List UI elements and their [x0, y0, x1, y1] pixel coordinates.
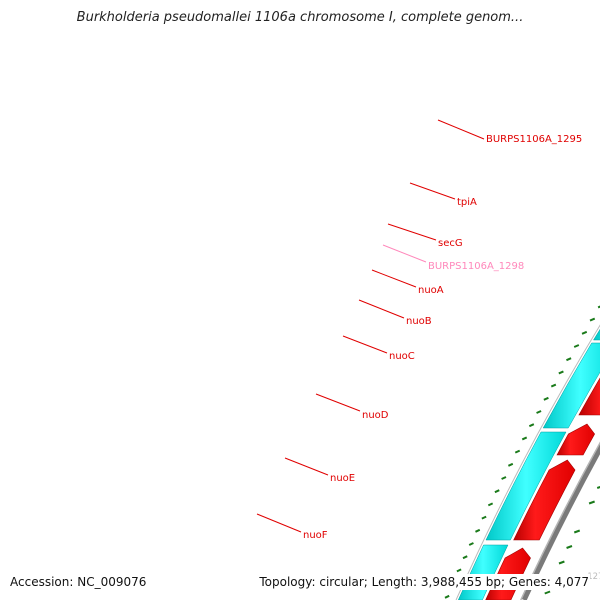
minor-tick: [566, 545, 573, 549]
gene-label-nuoa: nuoA: [418, 285, 444, 296]
inner-tick: [456, 568, 462, 573]
minor-tick: [573, 529, 581, 534]
gene-label-nuof: nuoF: [303, 530, 328, 541]
inner-tick: [528, 423, 535, 428]
inner-tick: [573, 344, 580, 348]
inner-tick: [468, 542, 474, 546]
gene-label-nuoc: nuoC: [389, 351, 415, 362]
gene-labels: BURPS1106A_1295 tpiA secG BURPS1106A_1298nu…: [256, 119, 582, 541]
minor-tick: [596, 485, 600, 489]
backbone: [520, 441, 600, 600]
gene-label-burps1106a_1298: BURPS1106A_1298: [428, 261, 524, 272]
reverse-gene-band: [485, 431, 567, 541]
inner-tick: [589, 317, 596, 322]
minor-tick: [544, 590, 551, 595]
inner-tick: [550, 383, 557, 388]
gene-label-secg: secG: [438, 238, 463, 249]
inner-tick: [475, 528, 481, 533]
leader-line: [437, 119, 485, 140]
gene-label-nuob: nuoB: [406, 316, 432, 327]
gene-label-tpia: tpiA: [457, 197, 477, 208]
minor-tick: [558, 560, 565, 565]
inner-strand-line: [455, 324, 600, 600]
inner-tick: [536, 410, 542, 414]
gene-features: [444, 305, 600, 600]
leader-line: [256, 513, 302, 533]
inner-tick: [566, 357, 572, 362]
forward-gene-arrow: [513, 459, 576, 541]
minor-tick: [588, 500, 595, 505]
inner-tick: [501, 476, 507, 480]
gene-label-burps1106a_1295: BURPS1106A_1295: [486, 134, 582, 145]
inner-tick: [558, 370, 564, 375]
gene-label-nuoe: nuoE: [330, 473, 355, 484]
inner-tick: [581, 330, 588, 335]
inner-tick: [481, 515, 487, 520]
backbone-outer-line: [521, 444, 600, 600]
topology-text: Topology: circular; Length: 3,988,455 bp…: [258, 574, 590, 590]
inner-tick: [543, 396, 549, 401]
forward-gene-arrow: [578, 377, 600, 416]
inner-tick: [514, 449, 521, 454]
gene-label-nuod: nuoD: [362, 410, 389, 421]
backbone-shadow-line: [520, 441, 600, 600]
accession-text: Accession: NC_009076: [9, 574, 148, 590]
leader-line: [387, 223, 437, 241]
inner-tick: [507, 462, 514, 467]
leader-line: [342, 335, 388, 354]
leader-line: [284, 457, 329, 476]
leader-line: [315, 393, 361, 412]
reverse-gene-band: [542, 342, 600, 429]
inner-tick: [494, 489, 500, 494]
leader-line: [371, 269, 417, 288]
leader-line: [409, 182, 456, 200]
forward-gene-arrow: [556, 423, 595, 456]
inner-tick: [597, 305, 600, 309]
leader-line: [382, 244, 427, 263]
reverse-gene-band: [593, 328, 600, 341]
leader-line: [358, 299, 405, 319]
inner-tick: [462, 555, 468, 560]
inner-tick: [521, 436, 528, 441]
map-title: Burkholderia pseudomallei 1106a chromoso…: [76, 10, 524, 25]
tick-label: 1277 kbp: [587, 572, 600, 582]
inner-tick: [487, 502, 494, 507]
inner-tick: [444, 594, 450, 599]
